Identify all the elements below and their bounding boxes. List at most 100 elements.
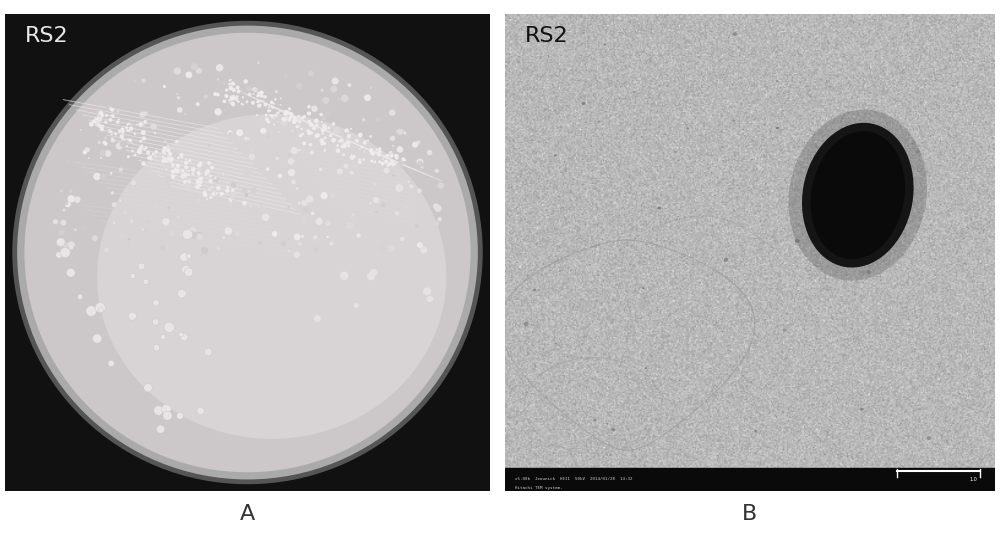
Ellipse shape [205,171,207,173]
Ellipse shape [204,170,208,174]
Ellipse shape [191,167,196,171]
Ellipse shape [333,127,340,134]
Ellipse shape [229,86,233,91]
Ellipse shape [306,206,308,208]
Ellipse shape [253,87,255,89]
Ellipse shape [171,174,175,179]
Ellipse shape [93,173,101,180]
Ellipse shape [231,102,235,106]
Ellipse shape [153,202,160,210]
Ellipse shape [214,108,222,115]
Ellipse shape [177,96,180,99]
Ellipse shape [175,169,180,174]
Ellipse shape [188,181,191,183]
Ellipse shape [95,122,100,127]
Ellipse shape [273,123,275,126]
Ellipse shape [381,162,384,165]
Ellipse shape [370,159,373,163]
Ellipse shape [145,138,147,140]
Ellipse shape [270,100,274,104]
Ellipse shape [104,120,107,123]
Ellipse shape [185,72,192,78]
Ellipse shape [278,130,280,133]
Ellipse shape [82,227,84,229]
Ellipse shape [286,116,288,118]
Ellipse shape [272,232,277,236]
Ellipse shape [316,218,323,225]
Ellipse shape [339,138,347,145]
Ellipse shape [303,207,310,212]
Ellipse shape [296,83,303,89]
Ellipse shape [142,228,144,230]
Ellipse shape [271,114,274,118]
Ellipse shape [284,111,287,114]
Ellipse shape [383,168,390,174]
Ellipse shape [163,159,167,163]
Ellipse shape [231,81,235,86]
Ellipse shape [210,197,213,199]
Ellipse shape [389,154,394,158]
Ellipse shape [284,112,286,114]
Ellipse shape [74,229,77,231]
Ellipse shape [60,219,66,225]
Ellipse shape [177,413,183,419]
Ellipse shape [133,133,136,135]
Ellipse shape [220,192,224,196]
Ellipse shape [437,217,442,221]
Ellipse shape [281,120,287,126]
Ellipse shape [340,139,344,143]
Ellipse shape [276,157,279,160]
Ellipse shape [145,146,147,149]
Ellipse shape [109,107,112,110]
Ellipse shape [174,168,177,170]
Ellipse shape [352,213,354,216]
Ellipse shape [209,175,212,177]
Ellipse shape [407,181,409,183]
Ellipse shape [180,239,184,242]
Ellipse shape [308,70,314,76]
Ellipse shape [228,99,230,102]
Ellipse shape [225,188,229,193]
Ellipse shape [144,383,152,392]
Ellipse shape [229,86,230,87]
Ellipse shape [184,161,188,165]
Ellipse shape [369,148,374,153]
Ellipse shape [411,144,417,149]
Ellipse shape [351,155,352,156]
Ellipse shape [314,118,319,123]
Ellipse shape [228,145,235,152]
Ellipse shape [420,247,427,253]
Ellipse shape [288,169,295,176]
Ellipse shape [109,129,111,130]
Ellipse shape [257,92,260,94]
Ellipse shape [172,152,179,159]
Ellipse shape [176,164,179,168]
Ellipse shape [280,98,282,99]
Ellipse shape [327,127,330,129]
Ellipse shape [62,231,64,233]
Ellipse shape [633,91,636,93]
Ellipse shape [273,103,275,105]
Ellipse shape [340,145,344,149]
Ellipse shape [89,122,94,127]
Ellipse shape [204,94,208,99]
Ellipse shape [246,86,252,92]
Ellipse shape [187,173,190,176]
Ellipse shape [354,303,359,308]
Ellipse shape [299,121,301,122]
Ellipse shape [292,116,297,120]
Ellipse shape [131,150,134,152]
Ellipse shape [915,150,920,153]
Ellipse shape [321,121,323,122]
Ellipse shape [163,411,172,420]
Ellipse shape [287,118,291,122]
Ellipse shape [69,246,73,250]
Ellipse shape [275,90,278,93]
Ellipse shape [434,205,442,212]
Ellipse shape [170,157,174,161]
Ellipse shape [288,250,290,252]
Ellipse shape [216,93,220,97]
Ellipse shape [142,79,146,82]
Ellipse shape [62,209,66,212]
Ellipse shape [307,143,310,145]
